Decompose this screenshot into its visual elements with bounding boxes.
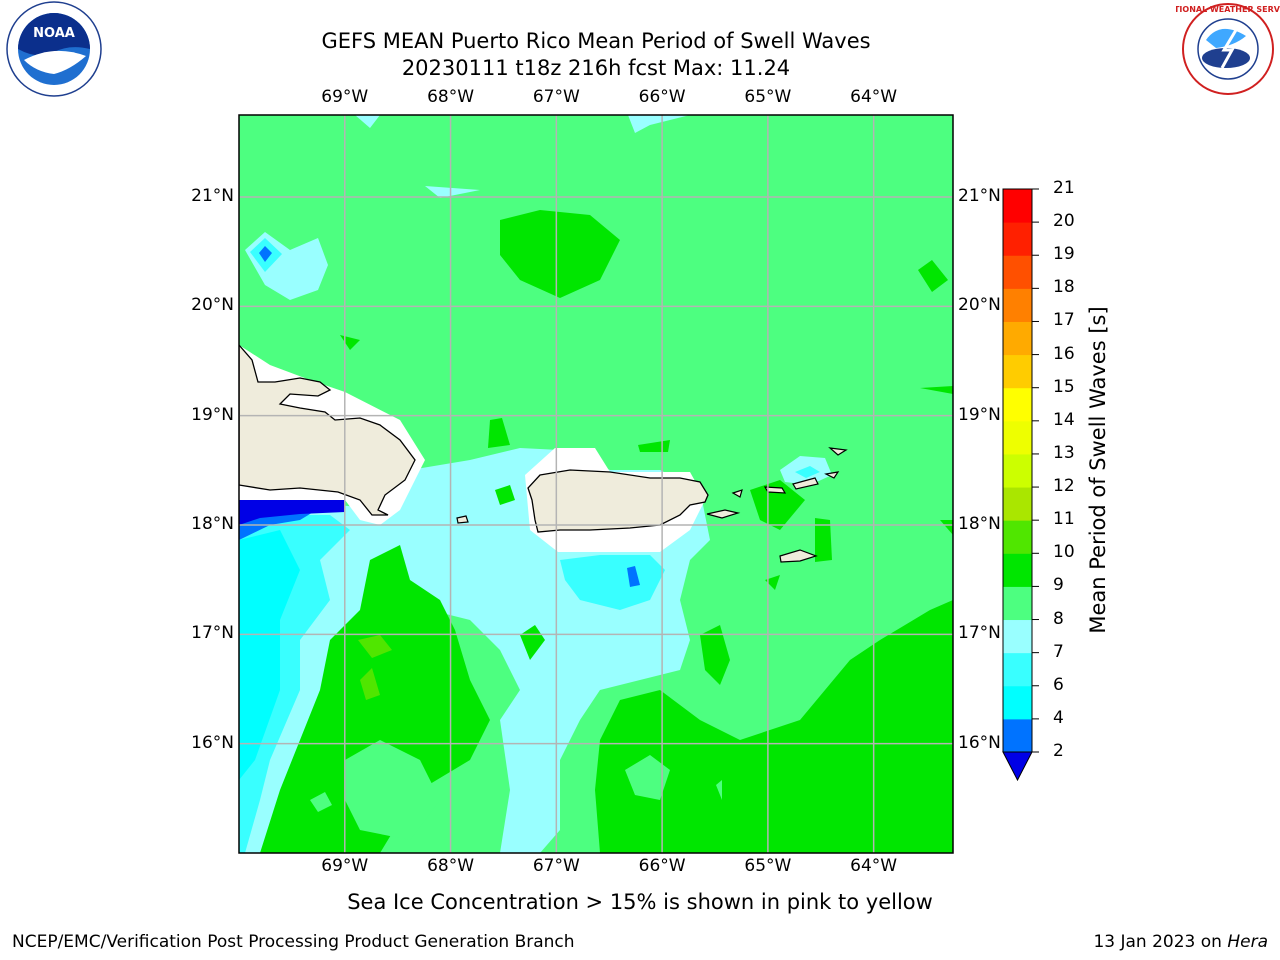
lat-label: 16°N [191,732,234,753]
lat-label: 18°N [191,514,234,534]
colorbar-tick-label: 21 [1053,178,1075,198]
colorbar-swatch [1003,321,1032,356]
credit-date: 13 Jan 2023 on Hera [1093,932,1268,952]
colorbar-tick-label: 7 [1053,641,1064,662]
colorbar-tick-label: 12 [1053,476,1075,497]
credit-host: Hera [1227,932,1268,952]
contour-10-11 [260,210,953,853]
contour-7-8-vi [795,466,820,478]
lon-label: 69°W [321,87,369,107]
colorbar-swatch [1003,288,1032,322]
contour-4-6-nw [259,246,272,262]
colorbar-swatch [1003,619,1032,654]
colorbar-swatch [1003,420,1032,455]
land-virgin-islands [763,447,848,494]
colorbar-swatch [1003,652,1032,687]
contour-8-9-top-b [628,115,690,133]
colorbar-tick-label: 20 [1053,211,1075,232]
lat-label: 19°N [958,404,1001,425]
colorbar-swatch [1003,189,1032,223]
colorbar-swatch [1003,520,1032,554]
nws-logo: NATIONAL WEATHER SERVICE [1176,3,1280,95]
colorbar-tick-label: 2 [1053,741,1064,761]
credit-ncep: NCEP/EMC/Verification Post Processing Pr… [12,932,575,952]
colorbar-outline [1002,188,1033,753]
land-culebra [731,489,743,498]
colorbar-extend-arrow [1002,751,1033,782]
map-frame [238,114,954,854]
noaa-logo: NOAA [6,1,102,97]
contour-fill [239,115,953,853]
land-vieques [706,509,741,519]
colorbar-swatch [1003,255,1032,289]
contour-8-9-top-a [355,115,380,128]
land-puerto-rico [527,469,709,533]
lon-label: 69°W [321,856,369,876]
colorbar-tick-label: 4 [1053,707,1064,728]
sea-ice-caption: Sea Ice Concentration > 15% is shown in … [347,890,933,914]
colorbar-swatch [1003,453,1032,488]
colorbar-tick-label: 15 [1053,376,1075,397]
lat-label: 21°N [191,186,234,206]
contour-11-12-pockets [358,635,392,700]
colorbar-tick-label: 10 [1053,542,1075,563]
colorbar-tick-label: 14 [1053,409,1075,430]
lat-label: 17°N [191,623,234,644]
colorbar-swatch [1003,685,1032,720]
lon-label: 66°W [638,87,686,107]
map-title: GEFS MEAN Puerto Rico Mean Period of Swe… [321,29,871,53]
lon-label: 66°W [638,856,686,876]
lat-label: 17°N [958,623,1001,644]
lat-label: 18°N [958,514,1001,534]
colorbar-tick-label: 17 [1053,310,1075,331]
lon-label: 68°W [427,856,475,876]
lon-label: 68°W [427,87,475,107]
colorbar-tick-label: 18 [1053,277,1075,298]
lat-label: 19°N [191,404,234,425]
graticule [239,115,953,853]
colorbar-tick-label: 19 [1053,244,1075,265]
noaa-logo-text: NOAA [33,26,75,41]
lat-label: 16°N [958,732,1001,753]
colorbar-tick-label: 13 [1053,442,1075,463]
colorbar [1002,188,1039,782]
nws-logo-text: NATIONAL WEATHER SERVICE [1176,5,1280,14]
lat-label: 20°N [191,295,234,316]
contour-8-9-top-c [425,186,480,198]
land-hispaniola [239,344,416,516]
lon-label: 64°W [850,856,898,876]
lon-label: 64°W [850,87,898,107]
lon-label: 67°W [532,856,580,876]
colorbar-swatch [1003,387,1032,422]
lat-label: 21°N [958,186,1001,206]
lon-label: 67°W [532,87,580,107]
contour-2-4-west [239,500,345,525]
colorbar-title: Mean Period of Swell Waves [s] [1086,306,1110,634]
colorbar-swatch [1003,222,1032,256]
colorbar-swatch [1003,487,1032,521]
lat-label: 20°N [958,295,1001,316]
contour-9-10-pockets [310,740,722,840]
lon-label: 65°W [744,87,792,107]
colorbar-tick-label: 9 [1053,575,1064,596]
colorbar-swatch [1003,718,1032,753]
colorbar-tick-label: 11 [1053,509,1075,530]
contour-4-6-south-pr [627,566,640,587]
credit-date-text: 13 Jan 2023 on [1093,932,1228,952]
colorbar-tick-label: 16 [1053,343,1075,364]
colorbar-tick-label: 6 [1053,674,1064,695]
lon-label: 65°W [744,856,792,876]
contour-7-8-south-pr [560,555,665,610]
colorbar-tick-label: 8 [1053,608,1064,629]
map-subtitle: 20230111 t18z 216h fcst Max: 11.24 [401,56,791,80]
colorbar-swatch [1003,354,1032,389]
colorbar-swatch [1003,586,1032,621]
colorbar-swatch [1003,553,1032,587]
land-st-croix [779,549,818,563]
contour-6-7-west [239,530,300,780]
land-mona [456,515,469,524]
